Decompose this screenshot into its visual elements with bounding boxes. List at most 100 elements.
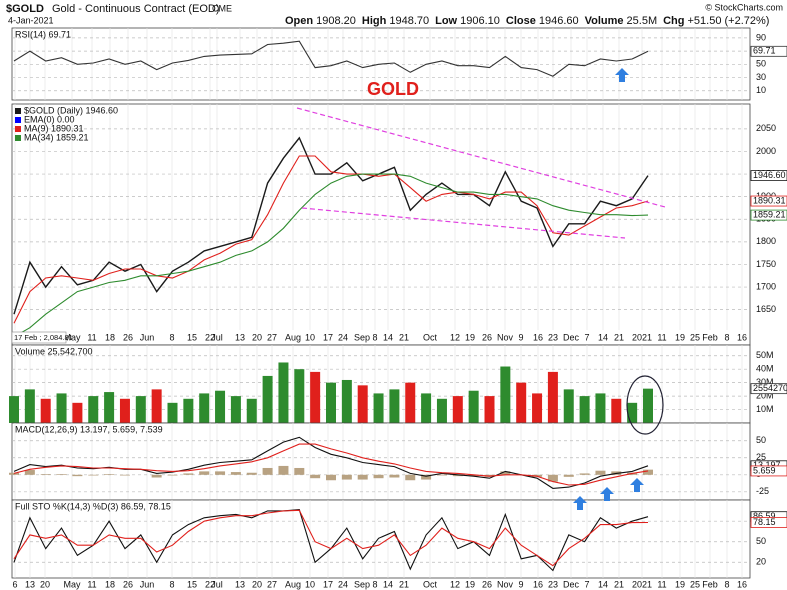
x-tick-label: 11 — [657, 332, 666, 342]
legend-swatch — [15, 117, 21, 123]
credit: © StockCharts.com — [705, 2, 783, 12]
x-tick-label: Sep — [354, 332, 370, 342]
series-line — [13, 136, 649, 315]
x-tick-label: Dec — [563, 332, 580, 342]
cursor-label: 17 Feb ; 2,084.81 — [14, 333, 73, 342]
value-tag-label: 1946.60 — [753, 170, 786, 180]
series-line — [13, 173, 649, 338]
x-tick-label: Aug — [285, 332, 301, 342]
x-tick-label: May — [63, 332, 81, 342]
volume-bar — [547, 371, 558, 423]
x-tick-label: 19 — [675, 332, 685, 342]
value-tag-label: 5.659 — [753, 465, 776, 475]
histogram-bar — [389, 474, 400, 478]
volume-bar — [88, 396, 99, 423]
panel-title: Volume 25,542,700 — [15, 346, 93, 356]
trendline — [301, 207, 626, 239]
value-tag-label: 69.71 — [753, 46, 776, 56]
y-tick-label: 50M — [756, 350, 774, 360]
value-tag — [750, 209, 787, 221]
value-tag-label: 1890.31 — [753, 195, 786, 205]
volume-bar — [500, 366, 511, 423]
x-tick-label: Oct — [423, 579, 438, 589]
value-tag — [750, 465, 787, 477]
histogram-bar — [88, 474, 99, 476]
x-tick-label: 24 — [338, 579, 348, 589]
histogram-bar — [294, 467, 305, 475]
x-tick-label: Feb — [702, 332, 718, 342]
y-tick-label: 20 — [756, 557, 766, 567]
x-tick-label: 7 — [584, 332, 589, 342]
x-tick-label: 14 — [598, 579, 608, 589]
value-tag — [750, 170, 787, 181]
panel-title: Full STO %K(14,3) %D(3) 86.59, 78.15 — [15, 501, 171, 511]
histogram-bar — [436, 474, 447, 476]
x-tick-label: Jun — [140, 579, 155, 589]
histogram-bar — [278, 465, 289, 475]
volume-bar — [310, 371, 321, 423]
x-tick-label: 13 — [235, 332, 245, 342]
volume-bar — [421, 393, 432, 423]
histogram-bar — [547, 474, 558, 482]
x-tick-label: 20 — [40, 579, 50, 589]
x-tick-label: Jun — [140, 332, 155, 342]
x-tick-label: 21 — [614, 579, 624, 589]
x-tick-label: Aug — [285, 579, 301, 589]
volume-bar — [532, 393, 543, 423]
x-tick-label: 8 — [169, 579, 174, 589]
volume-bar — [579, 396, 590, 423]
x-tick-label: 8 — [372, 579, 377, 589]
x-tick-label: 16 — [737, 332, 747, 342]
legend-swatch — [15, 108, 21, 114]
x-tick-label: 17 — [323, 579, 333, 589]
value-tag-label: 25542700 — [753, 383, 787, 393]
y-tick-label: 30 — [756, 72, 766, 82]
histogram-bar — [373, 474, 384, 479]
histogram-bar — [452, 474, 463, 477]
volume-bar — [119, 398, 130, 423]
volume-bar — [341, 379, 352, 423]
quote-label: Volume — [585, 15, 624, 27]
x-tick-label: 10 — [305, 332, 315, 342]
y-tick-label: 25 — [756, 452, 766, 462]
histogram-bar — [310, 474, 321, 479]
quote-label: Low — [435, 15, 457, 27]
series-line — [13, 40, 649, 77]
arrow — [630, 478, 644, 492]
histogram-bar — [468, 474, 479, 477]
panel-frame — [11, 499, 751, 579]
histogram-bar — [643, 469, 653, 475]
volume-bar — [135, 396, 146, 423]
x-tick-label: 8 — [169, 332, 174, 342]
x-tick-label: 25 — [690, 579, 700, 589]
volume-bar — [183, 398, 194, 423]
value-tag — [750, 517, 787, 528]
volume-bar — [452, 396, 463, 423]
x-tick-label: 26 — [123, 332, 133, 342]
histogram-bar — [341, 474, 352, 480]
x-tick-label: 8 — [724, 579, 729, 589]
y-tick-label: 20M — [756, 390, 774, 400]
x-tick-label: 14 — [598, 332, 608, 342]
volume-bar — [595, 393, 606, 423]
volume-bar — [230, 396, 241, 423]
x-tick-label: 8 — [372, 332, 377, 342]
x-tick-label: 21 — [399, 579, 409, 589]
arrow — [600, 487, 614, 501]
y-tick-label: 30M — [756, 377, 774, 387]
histogram-bar — [215, 471, 226, 475]
x-tick-label: 16 — [737, 579, 747, 589]
histogram-bar — [500, 471, 511, 475]
volume-bar — [199, 393, 210, 423]
quote-value: 1906.10 — [460, 15, 500, 27]
x-tick-label: 9 — [518, 332, 523, 342]
value-tag-label: 1859.21 — [753, 209, 786, 219]
x-tick-label: 15 — [187, 579, 197, 589]
histogram-bar — [9, 472, 19, 475]
x-tick-label: 27 — [267, 332, 277, 342]
x-tick-label: 12 — [450, 332, 460, 342]
x-tick-label: 14 — [383, 332, 393, 342]
legend-entry: EMA(0) 0.00 — [24, 114, 75, 124]
volume-bar — [326, 382, 336, 423]
